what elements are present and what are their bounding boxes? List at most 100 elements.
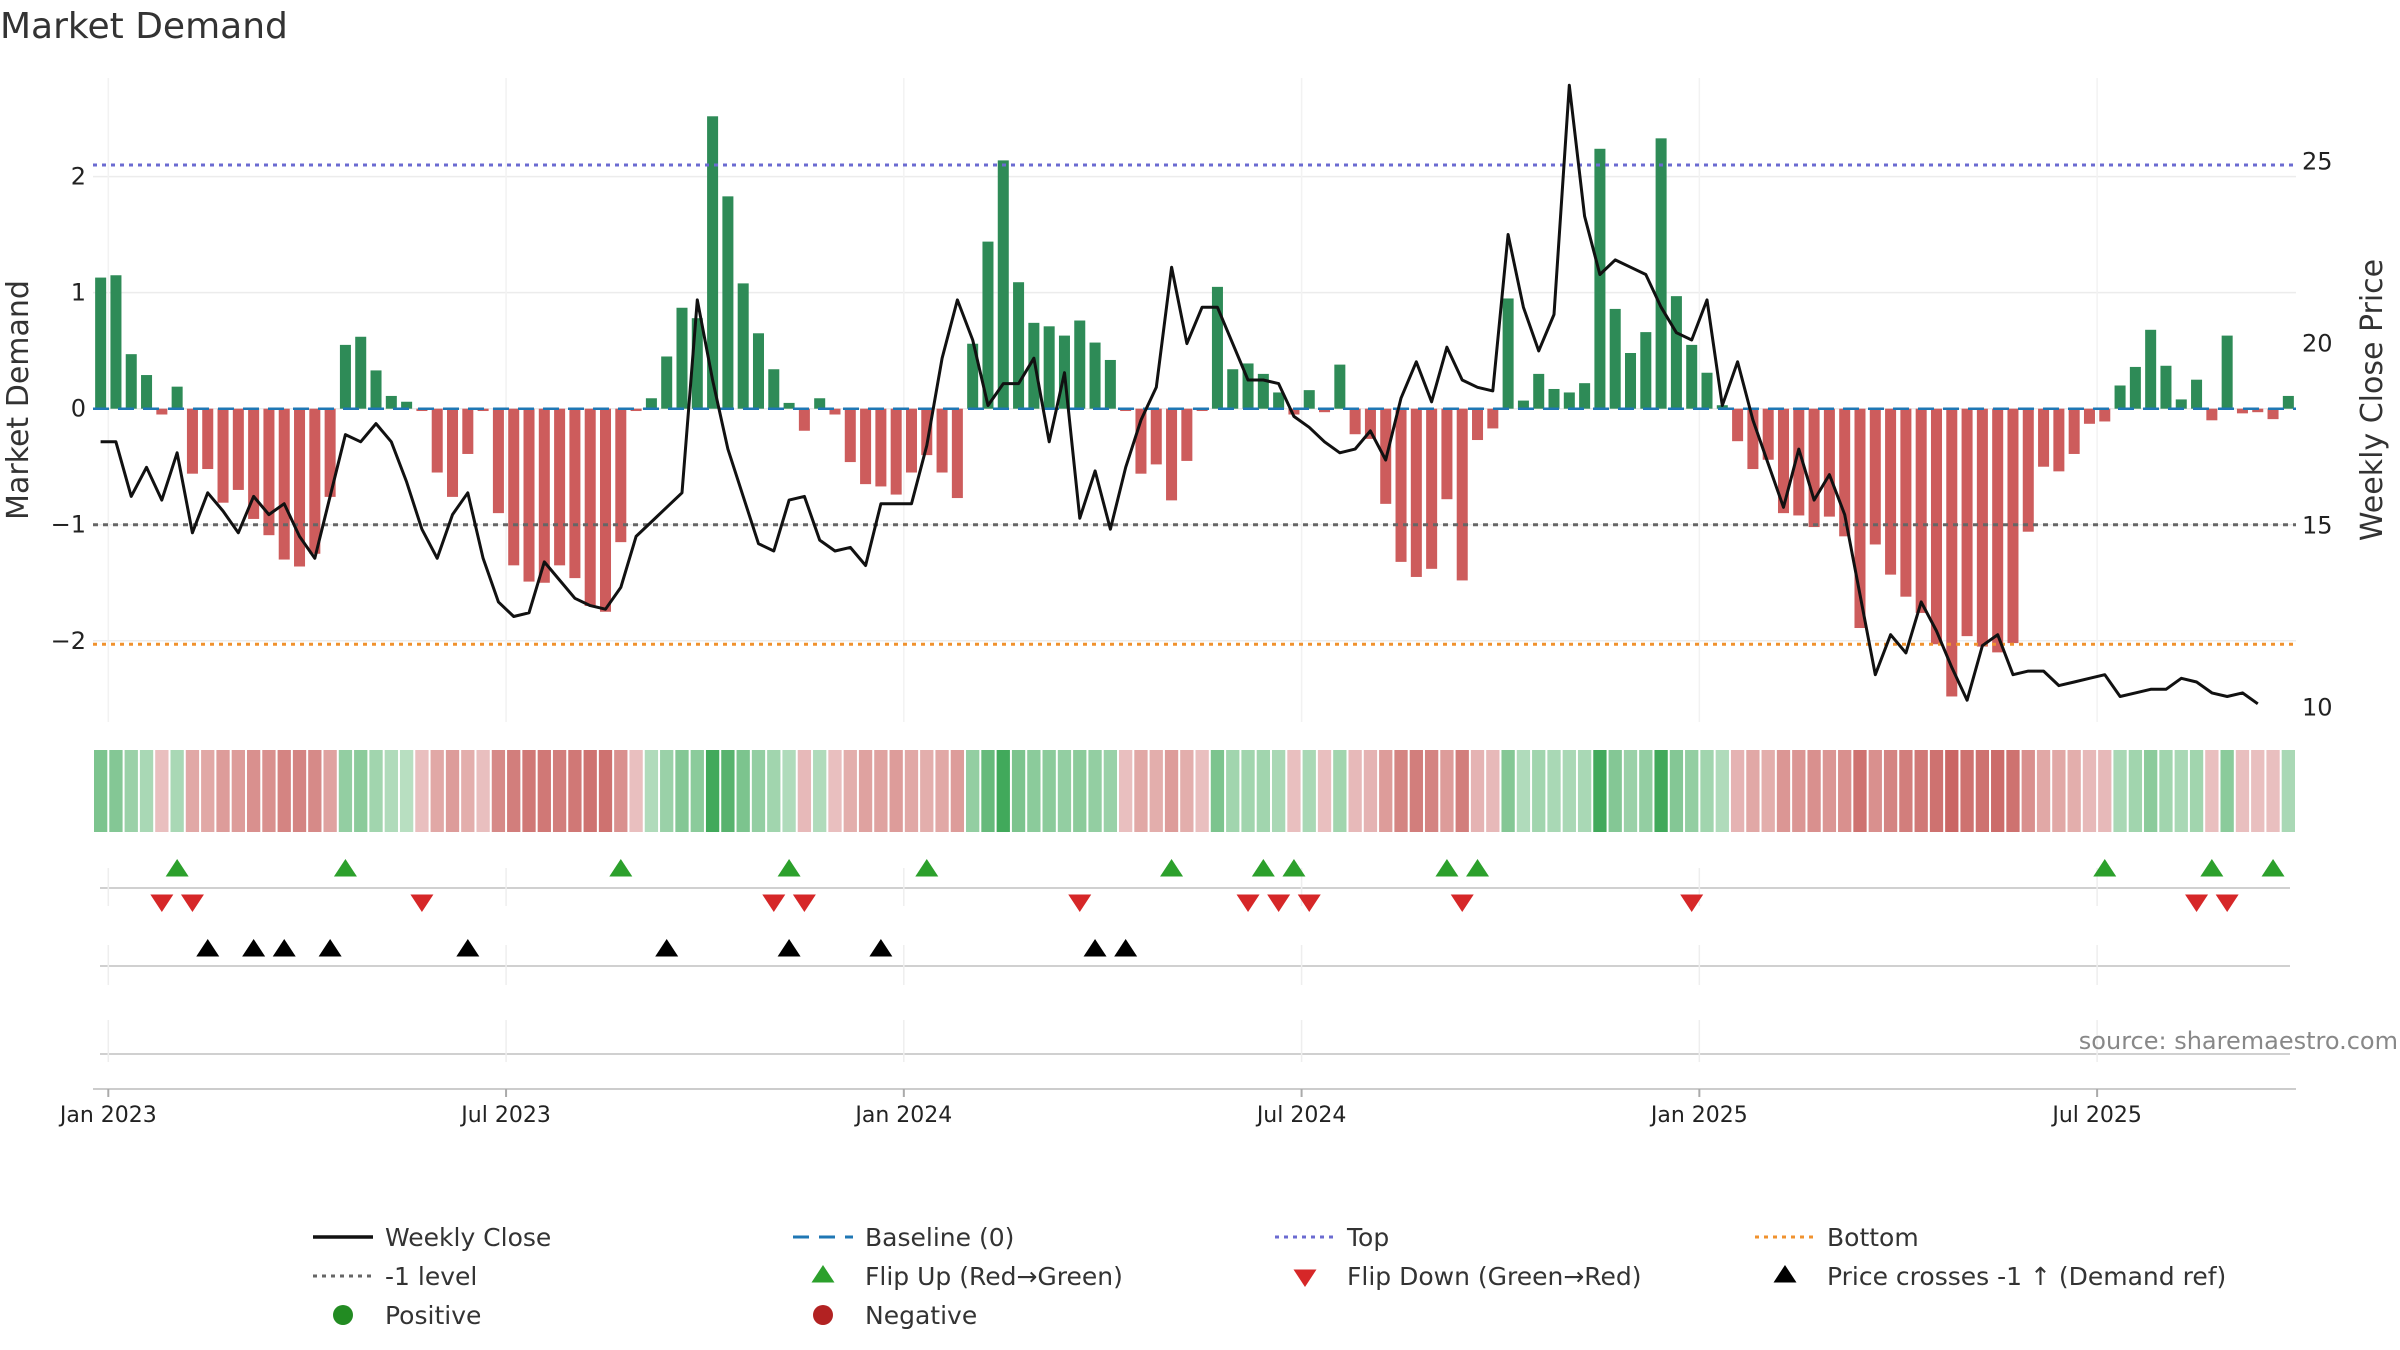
heat-cell — [1011, 750, 1026, 832]
heat-cell — [1761, 750, 1775, 832]
signal-grid — [93, 868, 2296, 1090]
heat-cell — [124, 750, 138, 832]
demand-bar — [309, 408, 321, 554]
demand-bar — [1319, 408, 1331, 413]
heat-cell — [185, 750, 200, 832]
heat-cell — [155, 750, 169, 832]
heat-cell — [2251, 750, 2265, 832]
demand-bar — [1701, 372, 1713, 409]
demand-bar — [1395, 408, 1407, 562]
heat-cell — [2220, 750, 2234, 832]
heat-cell — [1746, 750, 1760, 832]
demand-bar — [1609, 308, 1621, 409]
demand-bar — [967, 343, 979, 409]
demand-bar — [2114, 385, 2126, 409]
heat-cell — [2174, 750, 2188, 832]
right-axis-ticks: 25 20 15 10 — [2302, 148, 2333, 722]
legend-swatch — [811, 1265, 835, 1283]
demand-bar — [1456, 408, 1468, 581]
demand-bar — [1089, 342, 1101, 409]
heat-cell — [1730, 750, 1745, 832]
heat-cell — [1715, 750, 1729, 832]
heat-cell — [751, 750, 766, 832]
demand-bar — [2282, 395, 2294, 409]
legend-label: Bottom — [1827, 1223, 1919, 1252]
heat-cell — [170, 750, 184, 832]
heat-cell — [675, 750, 689, 832]
flip-up-marker — [1251, 859, 1275, 877]
demand-bar — [554, 408, 566, 566]
heat-cell — [1379, 750, 1393, 832]
price-cross-marker — [456, 939, 480, 957]
heat-cell — [813, 750, 827, 832]
demand-bar — [722, 196, 734, 409]
heat-cell — [1853, 750, 1867, 832]
legend-swatch — [1773, 1265, 1797, 1283]
heat-cell — [721, 750, 735, 832]
demand-bar — [2160, 365, 2172, 409]
heat-cell — [1516, 750, 1531, 832]
demand-bar — [1563, 392, 1575, 409]
price-cross-markers — [196, 939, 1138, 957]
heat-cell — [1363, 750, 1378, 832]
demand-bar — [462, 408, 474, 454]
flip-down-markers — [150, 894, 2239, 912]
right-tick-label: 25 — [2302, 148, 2333, 176]
demand-bar — [370, 370, 382, 409]
flip-down-marker — [2185, 894, 2209, 912]
heat-cell — [1899, 750, 1913, 832]
heat-cell — [1792, 750, 1806, 832]
heat-cell — [2159, 750, 2173, 832]
demand-bar — [1655, 138, 1667, 409]
demand-bar — [1487, 408, 1499, 429]
heat-cell — [843, 750, 857, 832]
demand-bar — [2191, 379, 2203, 409]
heat-cell — [797, 750, 812, 832]
demand-bar — [1961, 408, 1973, 637]
legend-label: Weekly Close — [385, 1223, 551, 1252]
left-tick-label: 2 — [71, 163, 86, 191]
legend-item: Negative — [813, 1301, 977, 1330]
heat-cell — [1210, 750, 1225, 832]
heat-cell — [690, 750, 704, 832]
legend-item: Positive — [333, 1301, 481, 1330]
flip-down-marker — [150, 894, 174, 912]
heat-cell — [2128, 750, 2143, 832]
x-axis-ticks: Jan 2023 Jul 2023 Jan 2024 Jul 2024 Jan 2025… — [58, 1089, 2142, 1128]
source-credit: source: sharemaestro.com — [2079, 1027, 2398, 1055]
demand-bar — [860, 408, 872, 485]
flip-down-marker — [762, 894, 786, 912]
x-tick-label: Jan 2025 — [1649, 1103, 1748, 1128]
left-axis-ticks: 2 1 0 −1 −2 — [51, 163, 86, 655]
demand-bar — [1808, 408, 1820, 528]
flip-up-marker — [1466, 859, 1490, 877]
reference-levels — [93, 163, 2296, 646]
heat-cell — [1654, 750, 1668, 832]
heat-cell — [1929, 750, 1944, 832]
heat-cell — [1241, 750, 1255, 832]
heat-cell — [1256, 750, 1270, 832]
heat-cell — [1119, 750, 1133, 832]
heat-cell — [2067, 750, 2081, 832]
demand-bar — [814, 398, 826, 409]
flip-up-markers — [165, 859, 2285, 877]
legend-item: Flip Up (Red→Green) — [811, 1262, 1123, 1291]
right-axis-label: Weekly Close Price — [2355, 259, 2390, 541]
heat-cell — [1838, 750, 1852, 832]
demand-bar — [1839, 408, 1851, 537]
flip-down-marker — [792, 894, 816, 912]
flip-down-marker — [1297, 894, 1321, 912]
heat-cell — [1394, 750, 1408, 832]
demand-bar — [1273, 392, 1285, 409]
demand-bar — [1747, 408, 1759, 470]
price-cross-marker — [196, 939, 220, 957]
heat-cell — [996, 750, 1010, 832]
heat-cell — [1501, 750, 1515, 832]
heat-cell — [889, 750, 903, 832]
heat-cell — [94, 750, 108, 832]
heat-cell — [292, 750, 307, 832]
demand-bar — [1548, 388, 1560, 409]
demand-bar — [2053, 408, 2065, 472]
heat-cell — [338, 750, 353, 832]
legend-item: Weekly Close — [313, 1223, 551, 1252]
